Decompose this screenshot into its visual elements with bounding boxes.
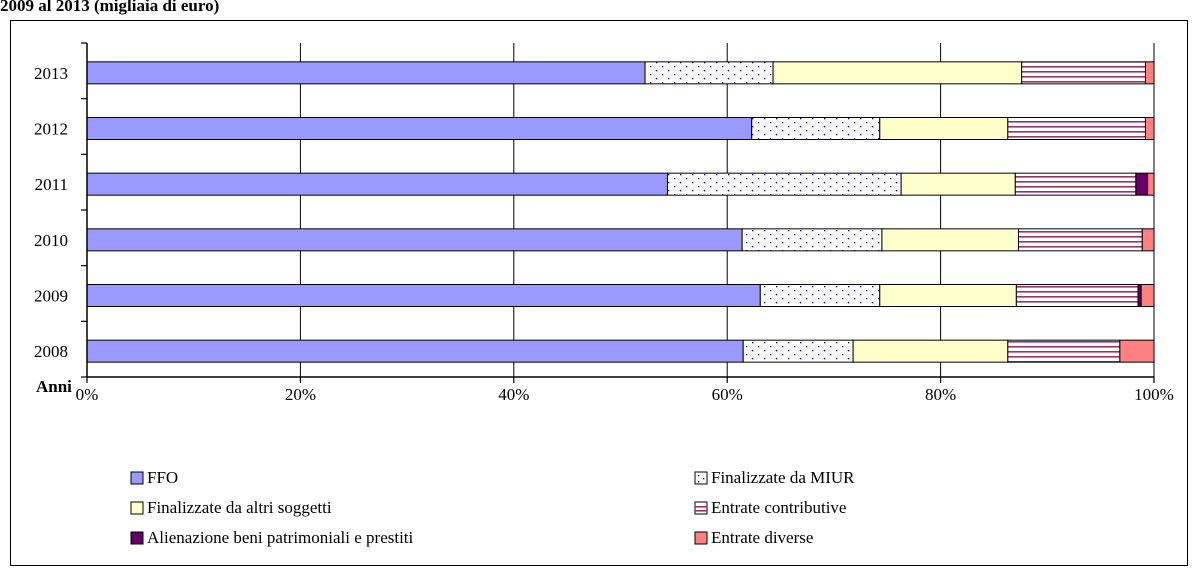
bar-segment-altri-2010 [881,228,1019,252]
legend-item-altri: Finalizzate da altri soggetti [130,498,332,518]
bar-segment-contributive-2008 [1007,339,1121,363]
legend-swatch [130,501,144,515]
legend-swatch [130,471,144,485]
bar-segment-diverse-2012 [1144,117,1155,140]
bar-segment-altri-2008 [852,339,1009,363]
legend-item-contributive: Entrate contributive [694,498,846,518]
legend-label: FFO [147,468,179,487]
bar-segment-miur-2010 [741,228,883,252]
x-tick-label: 20% [285,385,316,404]
bar-segment-contributive-2013 [1021,61,1146,85]
legend-label: Entrate contributive [711,498,847,517]
bar-segment-ffo-2011 [86,172,668,196]
legend-item-diverse: Entrate diverse [694,528,813,548]
legend-item-alienazione: Alienazione beni patrimoniali e prestiti [130,528,413,548]
bar-segment-ffo-2013 [86,61,646,85]
legend-item-miur: Finalizzate da MIUR [694,468,855,488]
bar-segment-altri-2013 [772,61,1023,85]
x-tick-label: 60% [712,385,743,404]
bar-segment-miur-2008 [742,339,854,363]
y-axis-label: Anni [36,377,72,396]
bar-segment-diverse-2011 [1147,172,1155,196]
x-tick-label: 0% [76,385,99,404]
bar-segment-diverse-2008 [1119,339,1155,363]
legend-swatch [694,501,708,515]
bar-segment-miur-2013 [644,61,774,85]
legend-label: Entrate diverse [711,528,814,547]
bar-segment-miur-2009 [759,284,881,307]
bar-segment-diverse-2013 [1144,61,1155,85]
chart-title: 2009 al 2013 (migliaia di euro) [0,0,220,15]
category-label: 2011 [35,175,68,194]
bar-segment-ffo-2010 [86,228,743,252]
bar-segment-miur-2012 [751,117,881,140]
category-label: 2013 [34,64,68,83]
bar-segment-ffo-2009 [86,284,761,307]
category-label: 2008 [34,342,68,361]
bar-segment-ffo-2012 [86,117,753,140]
legend-label: Finalizzate da altri soggetti [147,498,332,517]
bar-segment-contributive-2009 [1015,284,1139,307]
category-label: 2010 [34,231,68,250]
legend-swatch [694,531,708,545]
bar-segment-diverse-2009 [1140,284,1155,307]
x-tick-label: 40% [498,385,529,404]
bar-segment-miur-2011 [666,172,902,196]
bar-segment-ffo-2008 [86,339,744,363]
bar-segment-alienazione-2011 [1135,172,1149,196]
axes [81,42,1155,383]
bar-segment-contributive-2010 [1017,228,1143,252]
bar-segment-altri-2009 [879,284,1017,307]
chart-frame [10,20,1188,566]
bar-segment-diverse-2010 [1141,228,1155,252]
bar-segment-altri-2011 [900,172,1016,196]
legend-label: Alienazione beni patrimoniali e prestiti [147,528,414,547]
bar-segment-contributive-2011 [1014,172,1137,196]
bar-segment-altri-2012 [879,117,1009,140]
x-tick-label: 100% [1134,385,1174,404]
legend-swatch [694,471,708,485]
legend-label: Finalizzate da MIUR [711,468,855,487]
category-label: 2009 [34,287,68,306]
x-tick-label: 80% [925,385,956,404]
category-label: 2012 [34,120,68,139]
legend-item-ffo: FFO [130,468,178,488]
legend-swatch [130,531,144,545]
tick-labels: 2013 2012 2011 2010 2009 2008 0% 20% 40% 60% 80% 10… [34,64,1174,404]
bars-group [86,61,1155,363]
bar-segment-contributive-2012 [1007,117,1146,140]
gridlines [299,43,1155,377]
